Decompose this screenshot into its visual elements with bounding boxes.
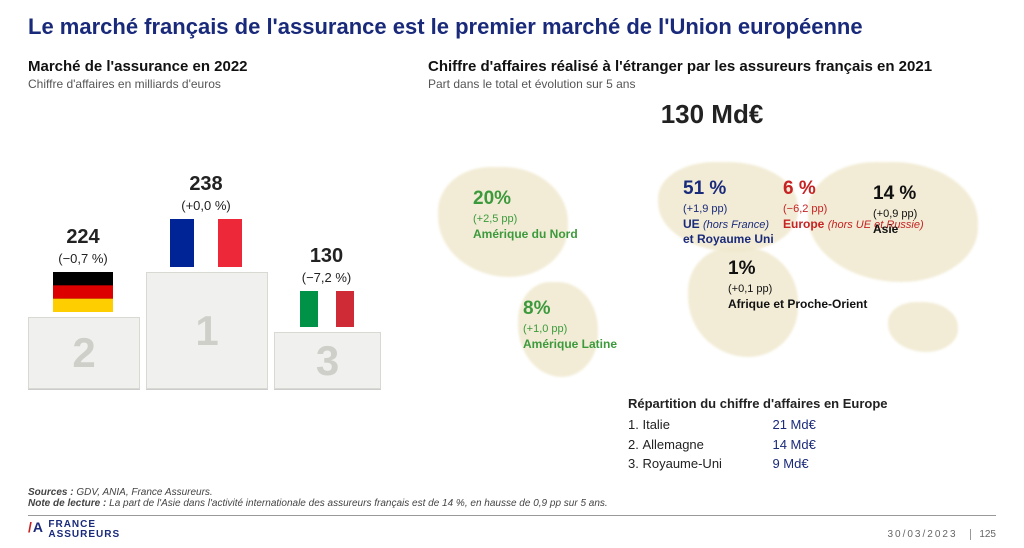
right-column: Chiffre d'affaires réalisé à l'étranger … xyxy=(428,58,996,474)
podium-block: 2 xyxy=(28,317,140,389)
region-name: Afrique et Proche-Orient xyxy=(728,297,867,311)
footer: Sources : GDV, ANIA, France Assureurs. N… xyxy=(28,487,996,540)
podium-item-rank-2: 224 (−0,7 %) 2 xyxy=(28,226,138,389)
region-pct: 1% xyxy=(728,257,867,281)
europe-row: 1. Italie21 Md€ xyxy=(628,415,996,435)
podium-rank: 1 xyxy=(195,307,218,355)
podium-value: 238 xyxy=(146,173,266,196)
europe-row-num: 3. xyxy=(628,456,639,471)
page-number: 125 xyxy=(970,529,996,540)
europe-breakdown-title: Répartition du chiffre d'affaires en Eur… xyxy=(628,396,996,411)
right-subtitle: Part dans le total et évolution sur 5 an… xyxy=(428,77,996,91)
region-change: (+0,1 pp) xyxy=(728,283,772,295)
note-text: La part de l'Asie dans l'activité intern… xyxy=(109,498,608,509)
podium: 224 (−0,7 %) 2 238 (+0,0 %) 1 130 (−7,2 %) 3 xyxy=(28,109,408,409)
podium-change: (−7,2 %) xyxy=(274,270,379,285)
podium-change: (+0,0 %) xyxy=(146,198,266,213)
left-subtitle: Chiffre d'affaires en milliards d'euros xyxy=(28,77,408,91)
region-change: (+1,9 pp) xyxy=(683,203,727,215)
logo-bottom: ASSUREURS xyxy=(48,529,120,540)
region-name: Asie xyxy=(873,222,898,236)
land-oc xyxy=(888,302,958,352)
podium-item-rank-1: 238 (+0,0 %) 1 xyxy=(146,173,266,389)
europe-row-amount: 9 Md€ xyxy=(772,454,832,474)
note-label: Note de lecture : xyxy=(28,498,106,509)
left-title: Marché de l'assurance en 2022 xyxy=(28,58,408,75)
podium-rank: 3 xyxy=(316,337,339,385)
page-meta: 30/03/2023 125 xyxy=(887,529,996,540)
footer-date: 30/03/2023 xyxy=(887,529,957,540)
podium-value: 130 xyxy=(274,245,379,268)
region-label: 1% (+0,1 pp) Afrique et Proche-Orient xyxy=(728,257,867,312)
region-name2: et Royaume Uni xyxy=(683,232,774,246)
europe-row-label: Allemagne xyxy=(642,435,772,455)
region-name: Amérique du Nord xyxy=(473,227,578,241)
region-pct: 8% xyxy=(523,297,617,321)
columns: Marché de l'assurance en 2022 Chiffre d'… xyxy=(28,58,996,474)
europe-row: 3. Royaume-Uni9 Md€ xyxy=(628,454,996,474)
region-detail: (hors France) xyxy=(703,219,769,231)
region-label: 20% (+2,5 pp) Amérique du Nord xyxy=(473,187,578,242)
slide-title: Le marché français de l'assurance est le… xyxy=(28,14,996,40)
footer-row: /A FRANCE ASSUREURS 30/03/2023 125 xyxy=(28,520,996,540)
flag-icon xyxy=(146,219,266,272)
sources-label: Sources : xyxy=(28,487,74,498)
podium-rank: 2 xyxy=(72,329,95,377)
region-change: (−6,2 pp) xyxy=(783,203,827,215)
left-column: Marché de l'assurance en 2022 Chiffre d'… xyxy=(28,58,408,474)
podium-block: 1 xyxy=(146,272,268,389)
europe-row-label: Italie xyxy=(642,415,772,435)
region-name: Amérique Latine xyxy=(523,337,617,351)
slide: Le marché français de l'assurance est le… xyxy=(0,0,1024,548)
note-line: Note de lecture : La part de l'Asie dans… xyxy=(28,498,996,509)
region-label: 8% (+1,0 pp) Amérique Latine xyxy=(523,297,617,352)
podium-item-rank-3: 130 (−7,2 %) 3 xyxy=(274,245,379,389)
region-change: (+1,0 pp) xyxy=(523,323,567,335)
region-name: Europe xyxy=(783,217,824,231)
total-amount: 130 Md€ xyxy=(428,99,996,130)
world-map: 20% (+2,5 pp) Amérique du Nord 8% (+1,0 pp) A… xyxy=(428,132,996,392)
podium-change: (−0,7 %) xyxy=(28,251,138,266)
region-change: (+0,9 pp) xyxy=(873,208,917,220)
logo: /A FRANCE ASSUREURS xyxy=(28,520,120,540)
footer-rule xyxy=(28,515,996,516)
region-pct: 20% xyxy=(473,187,578,211)
europe-row-label: Royaume-Uni xyxy=(642,454,772,474)
europe-row-num: 2. xyxy=(628,437,639,452)
europe-row-amount: 21 Md€ xyxy=(772,415,832,435)
region-pct: 51 % xyxy=(683,177,774,201)
europe-list: 1. Italie21 Md€2. Allemagne14 Md€3. Roya… xyxy=(628,415,996,474)
region-name: UE xyxy=(683,217,700,231)
sources-line: Sources : GDV, ANIA, France Assureurs. xyxy=(28,487,996,498)
region-change: (+2,5 pp) xyxy=(473,213,517,225)
right-title: Chiffre d'affaires réalisé à l'étranger … xyxy=(428,58,996,75)
sources-text: GDV, ANIA, France Assureurs. xyxy=(76,487,212,498)
podium-block: 3 xyxy=(274,332,381,389)
region-label: 51 % (+1,9 pp) UE (hors France)et Royaume … xyxy=(683,177,774,247)
flag-icon xyxy=(28,272,138,317)
europe-row: 2. Allemagne14 Md€ xyxy=(628,435,996,455)
region-pct: 14 % xyxy=(873,182,917,206)
europe-breakdown: Répartition du chiffre d'affaires en Eur… xyxy=(628,396,996,474)
region-label: 14 % (+0,9 pp) Asie xyxy=(873,182,917,237)
europe-row-num: 1. xyxy=(628,417,639,432)
podium-value: 224 xyxy=(28,226,138,249)
flag-icon xyxy=(274,291,379,332)
europe-row-amount: 14 Md€ xyxy=(772,435,832,455)
